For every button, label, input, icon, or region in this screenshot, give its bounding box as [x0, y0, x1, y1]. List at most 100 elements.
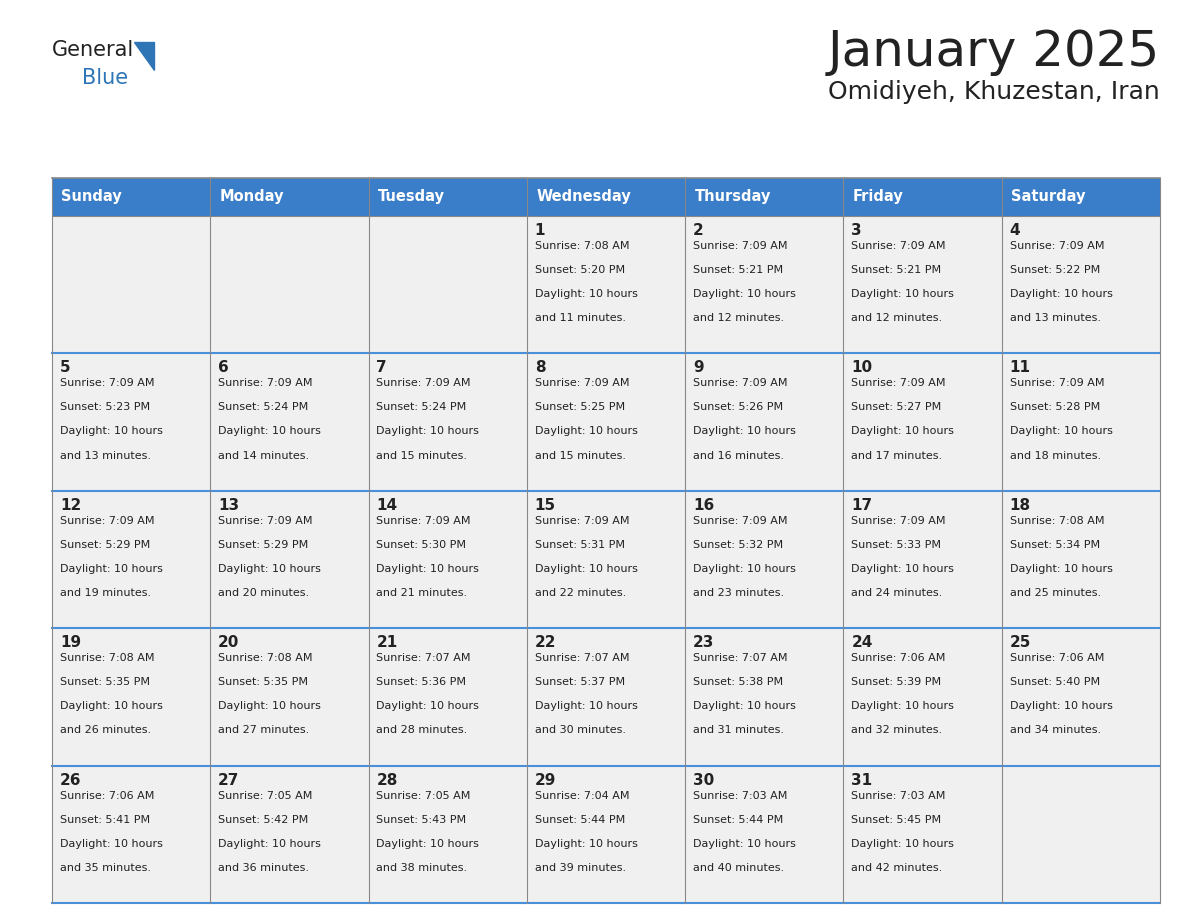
- Text: Sunrise: 7:09 AM: Sunrise: 7:09 AM: [59, 516, 154, 526]
- Text: 28: 28: [377, 773, 398, 788]
- Bar: [526, 628, 685, 766]
- Text: Sunset: 5:44 PM: Sunset: 5:44 PM: [535, 814, 625, 824]
- Text: and 21 minutes.: and 21 minutes.: [377, 588, 468, 598]
- Text: 13: 13: [219, 498, 239, 513]
- Bar: [52, 491, 210, 628]
- Text: Daylight: 10 hours: Daylight: 10 hours: [535, 564, 638, 574]
- Text: Daylight: 10 hours: Daylight: 10 hours: [693, 564, 796, 574]
- Text: 27: 27: [219, 773, 240, 788]
- Bar: [526, 766, 685, 903]
- Text: and 35 minutes.: and 35 minutes.: [59, 863, 151, 873]
- Text: Daylight: 10 hours: Daylight: 10 hours: [59, 839, 163, 848]
- Text: Sunset: 5:20 PM: Sunset: 5:20 PM: [535, 265, 625, 275]
- Text: Daylight: 10 hours: Daylight: 10 hours: [535, 427, 638, 436]
- Text: Friday: Friday: [853, 189, 904, 205]
- Text: and 27 minutes.: and 27 minutes.: [219, 725, 309, 735]
- Text: Blue: Blue: [82, 68, 128, 88]
- Text: Sunset: 5:38 PM: Sunset: 5:38 PM: [693, 677, 783, 688]
- Text: Sunset: 5:22 PM: Sunset: 5:22 PM: [1010, 265, 1100, 275]
- Bar: [1001, 628, 1159, 766]
- Text: Sunset: 5:29 PM: Sunset: 5:29 PM: [59, 540, 150, 550]
- Bar: [368, 353, 526, 491]
- Text: Sunrise: 7:06 AM: Sunrise: 7:06 AM: [852, 654, 946, 663]
- Text: Omidiyeh, Khuzestan, Iran: Omidiyeh, Khuzestan, Iran: [828, 80, 1159, 104]
- Text: Daylight: 10 hours: Daylight: 10 hours: [852, 427, 954, 436]
- Text: Sunset: 5:31 PM: Sunset: 5:31 PM: [535, 540, 625, 550]
- Text: and 17 minutes.: and 17 minutes.: [852, 451, 942, 461]
- Text: 5: 5: [59, 361, 70, 375]
- Text: Sunrise: 7:08 AM: Sunrise: 7:08 AM: [219, 654, 312, 663]
- Text: Sunrise: 7:09 AM: Sunrise: 7:09 AM: [219, 516, 312, 526]
- Text: and 34 minutes.: and 34 minutes.: [1010, 725, 1101, 735]
- Text: and 32 minutes.: and 32 minutes.: [852, 725, 942, 735]
- Text: Sunset: 5:41 PM: Sunset: 5:41 PM: [59, 814, 150, 824]
- Text: 16: 16: [693, 498, 714, 513]
- Text: Sunrise: 7:09 AM: Sunrise: 7:09 AM: [59, 378, 154, 388]
- Text: and 16 minutes.: and 16 minutes.: [693, 451, 784, 461]
- Bar: [843, 766, 1001, 903]
- Bar: [843, 491, 1001, 628]
- Text: 2: 2: [693, 223, 703, 238]
- Text: Sunrise: 7:09 AM: Sunrise: 7:09 AM: [1010, 241, 1104, 251]
- Text: 26: 26: [59, 773, 82, 788]
- Text: Daylight: 10 hours: Daylight: 10 hours: [377, 839, 480, 848]
- Bar: [52, 216, 210, 353]
- Text: and 20 minutes.: and 20 minutes.: [219, 588, 309, 598]
- Text: 21: 21: [377, 635, 398, 650]
- Text: 12: 12: [59, 498, 81, 513]
- Text: and 11 minutes.: and 11 minutes.: [535, 313, 626, 323]
- Bar: [210, 178, 368, 216]
- Text: Tuesday: Tuesday: [378, 189, 446, 205]
- Text: 29: 29: [535, 773, 556, 788]
- Text: Sunset: 5:24 PM: Sunset: 5:24 PM: [219, 402, 309, 412]
- Bar: [52, 178, 210, 216]
- Bar: [210, 491, 368, 628]
- Bar: [685, 216, 843, 353]
- Text: 1: 1: [535, 223, 545, 238]
- Text: Sunrise: 7:09 AM: Sunrise: 7:09 AM: [535, 516, 630, 526]
- Bar: [685, 178, 843, 216]
- Text: Sunrise: 7:05 AM: Sunrise: 7:05 AM: [377, 790, 470, 800]
- Text: Sunset: 5:24 PM: Sunset: 5:24 PM: [377, 402, 467, 412]
- Text: General: General: [52, 40, 134, 60]
- Text: 30: 30: [693, 773, 714, 788]
- Text: Daylight: 10 hours: Daylight: 10 hours: [1010, 564, 1112, 574]
- Text: 20: 20: [219, 635, 240, 650]
- Text: Sunrise: 7:03 AM: Sunrise: 7:03 AM: [693, 790, 788, 800]
- Text: 9: 9: [693, 361, 703, 375]
- Bar: [526, 216, 685, 353]
- Bar: [210, 216, 368, 353]
- Bar: [1001, 491, 1159, 628]
- Text: Daylight: 10 hours: Daylight: 10 hours: [59, 701, 163, 711]
- Text: Sunset: 5:33 PM: Sunset: 5:33 PM: [852, 540, 941, 550]
- Text: and 15 minutes.: and 15 minutes.: [535, 451, 626, 461]
- Text: and 12 minutes.: and 12 minutes.: [693, 313, 784, 323]
- Text: Sunrise: 7:05 AM: Sunrise: 7:05 AM: [219, 790, 312, 800]
- Text: and 24 minutes.: and 24 minutes.: [852, 588, 942, 598]
- Text: Daylight: 10 hours: Daylight: 10 hours: [852, 839, 954, 848]
- Bar: [368, 216, 526, 353]
- Text: Daylight: 10 hours: Daylight: 10 hours: [219, 701, 321, 711]
- Text: Sunday: Sunday: [62, 189, 122, 205]
- Text: 31: 31: [852, 773, 872, 788]
- Text: Sunset: 5:27 PM: Sunset: 5:27 PM: [852, 402, 942, 412]
- Text: Daylight: 10 hours: Daylight: 10 hours: [377, 564, 480, 574]
- Text: Wednesday: Wednesday: [536, 189, 631, 205]
- Text: Sunset: 5:25 PM: Sunset: 5:25 PM: [535, 402, 625, 412]
- Bar: [685, 353, 843, 491]
- Text: Daylight: 10 hours: Daylight: 10 hours: [693, 289, 796, 299]
- Text: Sunrise: 7:07 AM: Sunrise: 7:07 AM: [377, 654, 470, 663]
- Text: Sunset: 5:42 PM: Sunset: 5:42 PM: [219, 814, 309, 824]
- Text: and 39 minutes.: and 39 minutes.: [535, 863, 626, 873]
- Text: Daylight: 10 hours: Daylight: 10 hours: [1010, 289, 1112, 299]
- Text: Sunrise: 7:09 AM: Sunrise: 7:09 AM: [852, 378, 946, 388]
- Text: 10: 10: [852, 361, 872, 375]
- Text: 7: 7: [377, 361, 387, 375]
- Bar: [526, 178, 685, 216]
- Bar: [368, 628, 526, 766]
- Text: Sunset: 5:26 PM: Sunset: 5:26 PM: [693, 402, 783, 412]
- Bar: [685, 766, 843, 903]
- Text: 3: 3: [852, 223, 862, 238]
- Text: Daylight: 10 hours: Daylight: 10 hours: [852, 701, 954, 711]
- Text: Sunrise: 7:06 AM: Sunrise: 7:06 AM: [59, 790, 154, 800]
